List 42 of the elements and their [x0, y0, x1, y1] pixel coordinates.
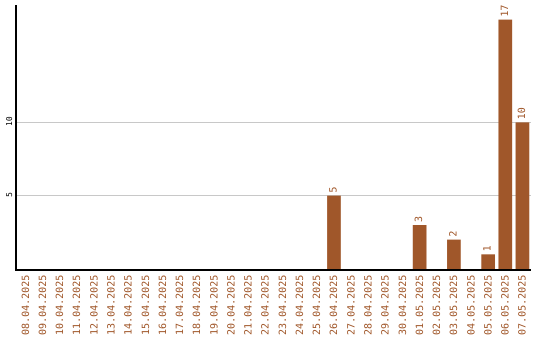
x-tick-label: 24.04.2025 — [294, 274, 306, 335]
x-tick-label: 30.04.2025 — [398, 274, 409, 335]
bar — [481, 254, 496, 269]
data-label: 2 — [448, 230, 460, 237]
bar — [516, 122, 530, 269]
x-tick-label: 20.04.2025 — [226, 274, 238, 335]
x-tick-label: 28.04.2025 — [363, 274, 374, 335]
x-tick-label: 16.04.2025 — [158, 274, 169, 335]
bar — [327, 196, 341, 269]
x-tick-label: 02.05.2025 — [432, 274, 444, 335]
x-tick-label: 10.04.2025 — [55, 274, 66, 335]
x-tick-label: 23.04.2025 — [278, 274, 289, 335]
bar — [412, 225, 426, 269]
x-tick-label: 04.05.2025 — [466, 274, 478, 335]
x-tick-label: 14.04.2025 — [124, 274, 135, 335]
x-tick-label: 03.05.2025 — [449, 274, 460, 335]
x-tick-label: 01.05.2025 — [414, 274, 426, 335]
x-tick-label: 27.04.2025 — [346, 274, 358, 335]
data-label: 5 — [328, 186, 340, 193]
x-tick-label: 18.04.2025 — [192, 274, 204, 335]
data-label: 10 — [516, 107, 528, 120]
x-tick-label: 09.04.2025 — [38, 274, 49, 335]
x-tick-label: 08.04.2025 — [20, 274, 32, 335]
x-tick-label: 15.04.2025 — [140, 274, 152, 335]
x-tick-label: 17.04.2025 — [175, 274, 186, 335]
data-label: 3 — [414, 216, 426, 222]
x-tick-label: 22.04.2025 — [260, 274, 272, 335]
x-tick-label: 05.05.2025 — [483, 274, 494, 335]
x-tick-label: 12.04.2025 — [89, 274, 100, 335]
x-tick-label: 21.04.2025 — [244, 274, 255, 335]
x-tick-label: 26.04.2025 — [329, 274, 340, 335]
x-tick-label: 13.04.2025 — [106, 274, 118, 335]
data-label: 1 — [482, 245, 494, 252]
x-tick-label: 29.04.2025 — [380, 274, 392, 335]
x-tick-label: 11.04.2025 — [72, 274, 84, 335]
x-tick-label: 06.05.2025 — [500, 274, 512, 335]
x-tick-label: 07.05.2025 — [518, 274, 529, 335]
x-tick-label: 25.04.2025 — [312, 274, 324, 335]
x-tick-label: 19.04.2025 — [209, 274, 220, 335]
bar — [498, 20, 512, 269]
data-label: 17 — [500, 4, 511, 17]
bar — [447, 240, 461, 269]
